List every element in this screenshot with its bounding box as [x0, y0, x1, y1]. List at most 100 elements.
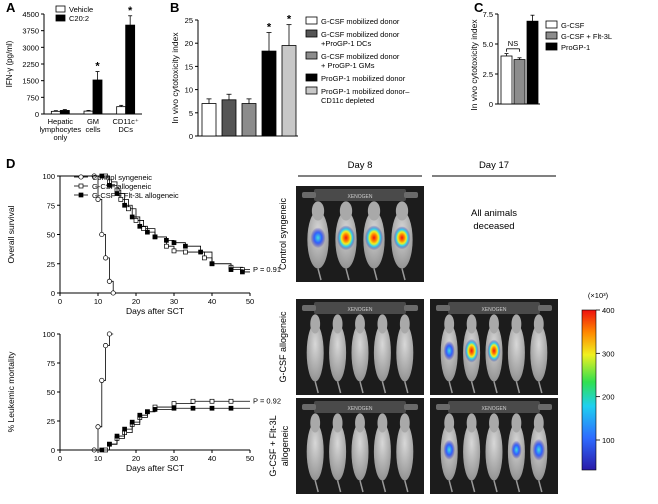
- imaging-row-label: Control syngeneic: [278, 197, 288, 270]
- panel-a-x-tick-label: DCs: [118, 125, 133, 134]
- panel-d-mortality-point: [190, 398, 196, 404]
- panel-d-survival-x-tick-label: 20: [132, 297, 140, 306]
- imaging-instrument-label: XENOGEN: [347, 194, 372, 200]
- panel-b-legend-swatch: [305, 51, 318, 60]
- panel-d-mortality-y-tick-label: 75: [47, 359, 55, 368]
- panel-a-y-tick-label: 3000: [22, 43, 39, 52]
- imaging-column-header: Day 17: [479, 160, 509, 171]
- panel-a-x-tick-label: Hepatic: [48, 117, 74, 126]
- panel-a-bar: [59, 110, 70, 115]
- panel-d-mortality-x-label: Days after SCT: [126, 463, 184, 473]
- panel-d-mortality-point: [209, 398, 215, 404]
- imaging-mouse-tail: [493, 480, 498, 493]
- panel-d-survival-point: [202, 255, 207, 261]
- panel-d-survival-point: [126, 206, 131, 212]
- imaging-mouse: [306, 422, 324, 481]
- imaging-apparatus-knob: [404, 192, 418, 198]
- panel-d-survival-y-tick-label: 100: [42, 172, 55, 181]
- panel-a-x-tick-label: CD11c⁺: [113, 117, 139, 126]
- panel-d-survival-x-tick-label: 0: [58, 297, 62, 306]
- imaging-instrument-label: XENOGEN: [347, 406, 372, 412]
- panel-d-mortality-point: [129, 419, 135, 425]
- panel-c-y-label: In vivo cytotoxicity index: [469, 19, 479, 111]
- imaging-apparatus-knob: [404, 305, 418, 311]
- imaging-apparatus-knob: [302, 404, 316, 410]
- colorbar-tick-label: 200: [602, 393, 615, 402]
- panel-d-mortality-point: [137, 412, 143, 418]
- imaging-deceased-note: All animals: [471, 208, 517, 219]
- imaging-row-label: allogeneic: [280, 425, 290, 466]
- panel-a-bar: [50, 110, 61, 115]
- panel-d-survival-x-tick-label: 10: [94, 297, 102, 306]
- imaging-mouse-tail: [401, 268, 406, 281]
- panel-a-x-tick-label: lymphocytes: [39, 125, 81, 134]
- panel-b-y-tick-label: 15: [185, 62, 193, 71]
- panel-d-survival-point: [171, 240, 177, 246]
- imaging-mouse: [373, 323, 391, 382]
- imaging-mouse-head: [377, 413, 388, 433]
- panel-d-survival-legend-marker: [78, 174, 84, 180]
- imaging-mouse-head: [511, 314, 522, 334]
- imaging-apparatus-knob: [538, 404, 552, 410]
- panel-b-bar: [241, 103, 257, 137]
- imaging-apparatus-knob: [436, 305, 450, 311]
- panel-a-x-tick-label: only: [53, 133, 67, 142]
- panel-d-survival-point: [110, 290, 116, 296]
- panel-a-significance: *: [128, 5, 133, 17]
- imaging-apparatus-knob: [538, 305, 552, 311]
- imaging-mouse-head: [444, 314, 455, 334]
- imaging-apparatus: [314, 401, 406, 413]
- panel-b-significance: *: [287, 14, 292, 26]
- imaging-mouse-head: [332, 314, 343, 334]
- imaging-mouse-tail: [381, 480, 387, 493]
- imaging-apparatus-knob: [302, 192, 316, 198]
- panel-d-survival-legend-label: G-CSF allogeneic: [92, 182, 151, 191]
- imaging-apparatus-knob: [404, 404, 418, 410]
- panel-d-mortality-point: [145, 409, 150, 415]
- imaging-signal: [443, 439, 456, 460]
- panel-d-survival-point: [99, 231, 105, 238]
- imaging-row-label: G-CSF allogeneic: [278, 311, 288, 383]
- panel-b-y-tick-label: 0: [189, 132, 193, 141]
- imaging-mouse-tail: [448, 480, 453, 493]
- panel-d-mortality-point: [190, 405, 196, 411]
- panel-b-legend-label: CD11c depleted: [321, 96, 374, 105]
- panel-b-y-label: In vivo cytotoxicity index: [170, 32, 180, 124]
- imaging-mouse-tail: [359, 480, 364, 493]
- panel-d-survival-point: [99, 173, 105, 179]
- imaging-mouse-head: [533, 314, 544, 334]
- imaging-mouse-head: [377, 314, 388, 334]
- imaging-deceased-note: deceased: [473, 221, 514, 232]
- panel-d-survival-x-label: Days after SCT: [126, 306, 184, 316]
- imaging-instrument-label: XENOGEN: [481, 307, 506, 313]
- panel-b-y-tick-label: 5: [189, 109, 193, 118]
- panel-b-legend-swatch: [305, 73, 318, 82]
- panel-d-survival-point: [183, 249, 188, 255]
- imaging-signal: [511, 440, 522, 459]
- imaging-mouse-head: [399, 314, 410, 334]
- imaging-mouse-tail: [493, 381, 498, 394]
- colorbar-unit: (×10³): [588, 291, 609, 300]
- panel-d-survival-point: [114, 191, 120, 196]
- imaging-mouse: [329, 422, 347, 481]
- panel-d-mortality-pvalue: P = 0.92: [253, 397, 281, 406]
- imaging-mouse: [373, 422, 391, 481]
- imaging-mouse-tail: [314, 480, 319, 493]
- imaging-mouse-head: [339, 201, 353, 221]
- colorbar: [581, 309, 597, 471]
- imaging-row-label: G-CSF + Flt-3L: [268, 415, 278, 476]
- imaging-apparatus: [448, 401, 540, 413]
- imaging-mouse-head: [332, 413, 343, 433]
- panel-a-y-tick-label: 0: [35, 110, 39, 119]
- panel-d-mortality-x-tick-label: 50: [246, 454, 254, 463]
- panel-d-mortality-y-tick-label: 100: [42, 330, 55, 339]
- imaging-apparatus-knob: [436, 404, 450, 410]
- panel-b-legend-label: ProGP-1 mobilized donor: [321, 74, 406, 83]
- panel-d-survival-y-tick-label: 25: [47, 260, 55, 269]
- panel-b: B 0 5 10 15 20 25 In vivo cytotoxicity index * * G…: [170, 0, 410, 141]
- panel-d-mortality-point: [106, 331, 112, 337]
- panel-b-y-tick-label: 25: [185, 16, 193, 25]
- imaging-signal: [464, 338, 479, 363]
- imaging-mouse-tail: [404, 480, 409, 493]
